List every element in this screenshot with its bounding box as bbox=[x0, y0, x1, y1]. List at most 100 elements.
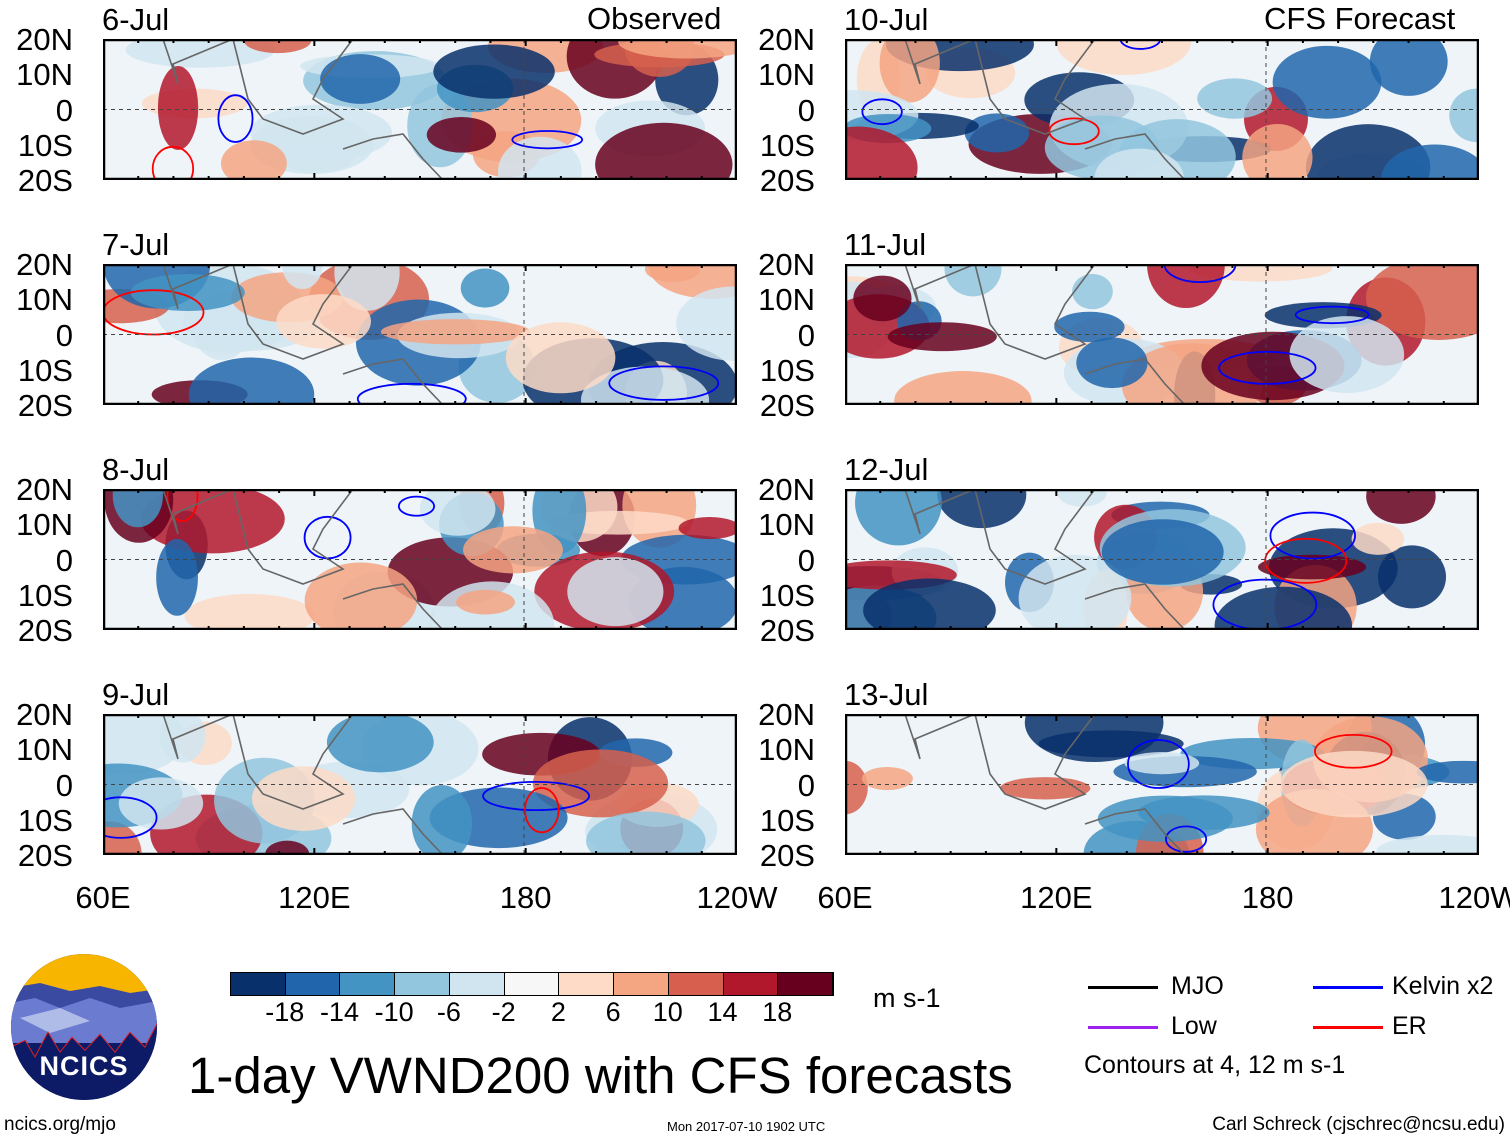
wave-contour bbox=[356, 382, 467, 405]
lat-tick-label: 0 bbox=[55, 317, 73, 353]
map-panel bbox=[845, 264, 1479, 405]
lat-tick-label: 10N bbox=[16, 57, 73, 93]
lat-tick-label: 20N bbox=[758, 472, 815, 507]
anomaly-region bbox=[282, 264, 323, 290]
lon-tick-label: 120E bbox=[278, 880, 351, 915]
anomaly-region bbox=[1197, 78, 1273, 119]
lat-tick-label: 20S bbox=[17, 163, 73, 198]
lat-tick-label: 10N bbox=[16, 282, 73, 318]
colorbar-swatch bbox=[231, 973, 286, 995]
footer-url: ncics.org/mjo bbox=[4, 1114, 116, 1135]
legend-low-line bbox=[1088, 1026, 1158, 1029]
ncics-logo: NCICS bbox=[10, 953, 158, 1101]
lon-tick-label: 180 bbox=[1241, 880, 1294, 915]
colorbar-tick-label: 18 bbox=[762, 997, 793, 1027]
anomaly-region bbox=[243, 39, 312, 54]
anomaly-region bbox=[1449, 88, 1479, 143]
wave-contour bbox=[151, 145, 195, 180]
lon-tick-label: 120W bbox=[696, 880, 778, 915]
lat-tick-label: 0 bbox=[55, 542, 73, 578]
cfs-forecast-header: CFS Forecast bbox=[1264, 1, 1456, 36]
anomaly-region bbox=[1351, 522, 1405, 555]
lat-tick-label: 10N bbox=[758, 507, 815, 543]
lon-tick-label: 60E bbox=[817, 880, 873, 915]
footer-timestamp: Mon 2017-07-10 1902 UTC bbox=[667, 1119, 826, 1134]
wave-contour bbox=[1218, 350, 1317, 385]
panel-date-label: 8-Jul bbox=[102, 452, 170, 487]
colorbar-swatch bbox=[340, 973, 396, 995]
lat-tick-label: 0 bbox=[797, 317, 815, 353]
legend-kelvin-line bbox=[1313, 986, 1383, 989]
colorbar-swatch bbox=[614, 973, 669, 995]
anomaly-region bbox=[276, 294, 371, 349]
wave-contour bbox=[511, 130, 584, 150]
lat-tick-label: 20S bbox=[17, 838, 73, 873]
coastline bbox=[904, 714, 1096, 810]
anomaly-region bbox=[1101, 519, 1224, 585]
wave-contour bbox=[1165, 825, 1208, 853]
anomaly-region bbox=[567, 557, 664, 627]
anomaly-region bbox=[1376, 834, 1479, 855]
anomaly-region bbox=[595, 122, 733, 180]
wave-contour bbox=[1048, 117, 1100, 146]
colorbar-tick-label: -10 bbox=[374, 997, 414, 1027]
anomaly-region bbox=[644, 264, 700, 283]
anomaly-region bbox=[586, 811, 706, 855]
anomaly-region bbox=[1054, 311, 1125, 343]
footer-author: Carl Schreck (cjschrec@ncsu.edu) bbox=[1212, 1114, 1505, 1135]
anomaly-region bbox=[1057, 489, 1107, 507]
colorbar-tick-label: 2 bbox=[550, 997, 566, 1027]
coastline bbox=[342, 808, 444, 855]
anomaly-region bbox=[845, 126, 918, 180]
anomaly-region bbox=[1365, 264, 1479, 340]
anomaly-region bbox=[1147, 264, 1225, 309]
lat-tick-label: 10S bbox=[759, 127, 815, 163]
anomaly-region bbox=[861, 767, 913, 791]
map-panel bbox=[103, 489, 737, 630]
coastline bbox=[162, 489, 354, 585]
lat-tick-label: 0 bbox=[55, 767, 73, 803]
anomaly-region bbox=[192, 293, 251, 361]
colorbar bbox=[230, 972, 834, 996]
legend-kelvin-label: Kelvin x2 bbox=[1392, 972, 1494, 1000]
lat-tick-label: 10S bbox=[17, 352, 73, 388]
colorbar-tick-label: -6 bbox=[436, 997, 461, 1027]
lat-tick-label: 20N bbox=[16, 697, 73, 732]
lat-tick-label: 10S bbox=[759, 577, 815, 613]
lat-tick-label: 0 bbox=[55, 92, 73, 128]
colorbar-tick-label: 10 bbox=[652, 997, 683, 1027]
anomaly-region bbox=[433, 44, 555, 99]
anomaly-region bbox=[1072, 273, 1113, 310]
anomaly-region bbox=[853, 275, 912, 322]
anomaly-region bbox=[879, 39, 940, 103]
anomaly-region bbox=[130, 273, 245, 312]
anomaly-region bbox=[1416, 760, 1479, 784]
anomaly-region bbox=[1214, 586, 1353, 630]
anomaly-region bbox=[1280, 750, 1428, 818]
anomaly-region bbox=[618, 39, 737, 59]
lat-tick-label: 20S bbox=[17, 388, 73, 423]
coastline bbox=[162, 39, 354, 135]
anomaly-region bbox=[112, 489, 163, 528]
anomaly-region bbox=[320, 54, 401, 104]
anomaly-region bbox=[1380, 144, 1479, 180]
lat-tick-label: 20S bbox=[759, 163, 815, 198]
colorbar-tick-label: 14 bbox=[707, 997, 738, 1027]
wave-contour bbox=[1294, 305, 1370, 325]
lat-tick-label: 20N bbox=[758, 247, 815, 282]
colorbar-swatch bbox=[449, 973, 505, 995]
coastline bbox=[904, 39, 1096, 135]
anomaly-region bbox=[505, 322, 616, 394]
anomaly-region bbox=[118, 777, 204, 830]
anomaly-region bbox=[532, 749, 669, 818]
anomaly-region bbox=[426, 116, 497, 153]
anomaly-region bbox=[159, 714, 206, 763]
colorbar-units: m s-1 bbox=[873, 983, 941, 1013]
anomaly-region bbox=[894, 371, 1032, 405]
panel-date-label: 10-Jul bbox=[844, 2, 929, 37]
colorbar-swatch bbox=[723, 973, 779, 995]
anomaly-region bbox=[463, 526, 563, 574]
lat-tick-label: 20N bbox=[16, 472, 73, 507]
anomaly-region bbox=[1369, 39, 1448, 96]
panel-date-label: 7-Jul bbox=[102, 227, 170, 262]
